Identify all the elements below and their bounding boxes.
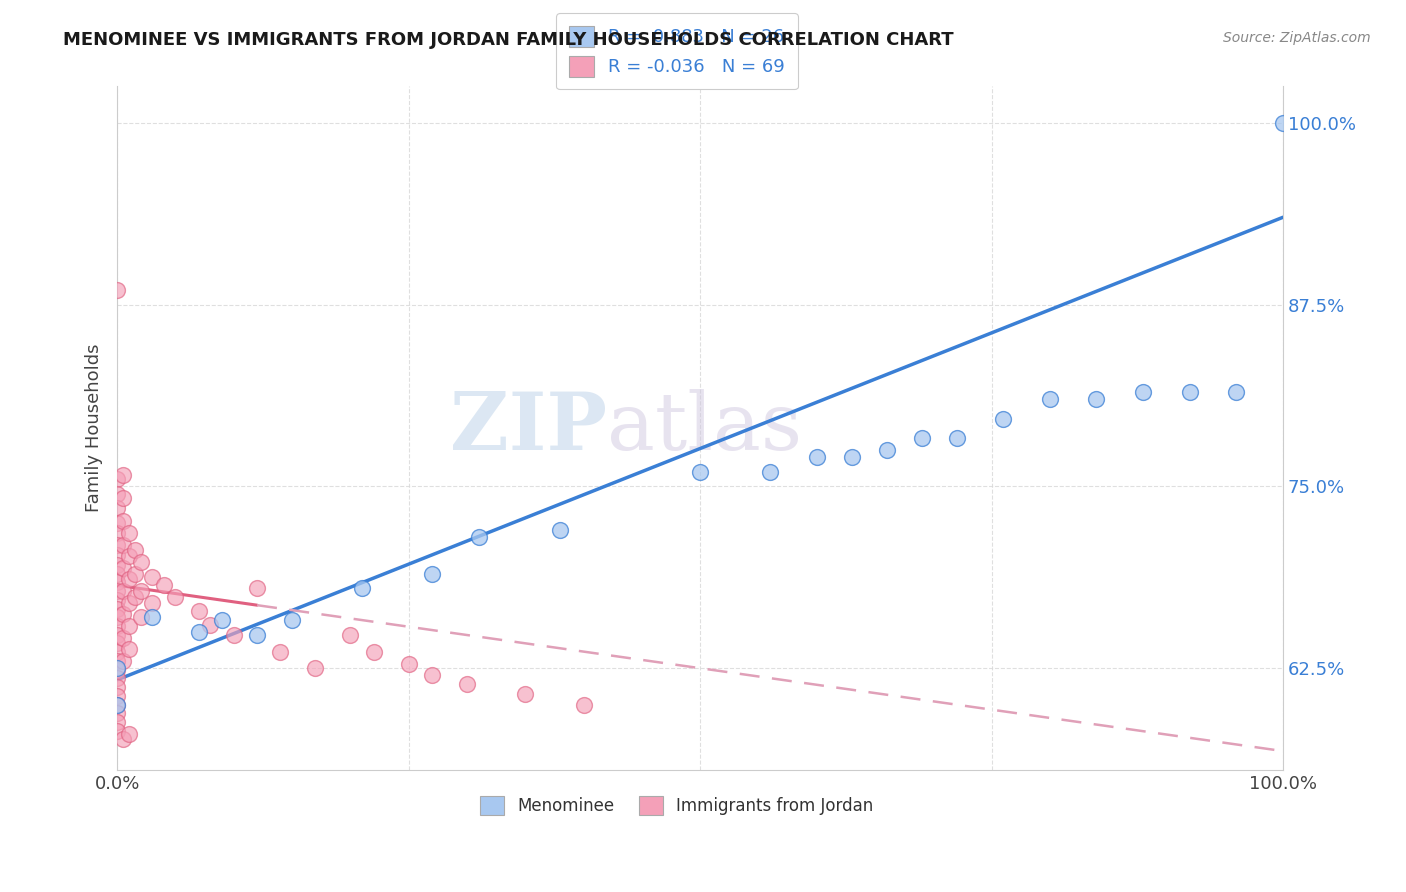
Point [105, 558, 128, 572]
Point [105, 706, 128, 721]
Point [118, 596, 141, 610]
Point [105, 548, 128, 562]
Point [200, 617, 222, 632]
Point [105, 654, 128, 668]
Point [281, 613, 304, 627]
Point [548, 523, 571, 537]
Point [420, 668, 443, 682]
Point [141, 596, 163, 610]
Point [105, 723, 128, 738]
Point [111, 631, 134, 645]
Point [105, 566, 128, 581]
Point [105, 661, 128, 675]
Point [1225, 384, 1247, 399]
Point [105, 636, 128, 650]
Point [211, 613, 233, 627]
Point [105, 671, 128, 685]
Point [105, 525, 128, 540]
Point [105, 610, 128, 624]
Point [105, 584, 128, 599]
Point [945, 431, 967, 445]
Point [105, 680, 128, 694]
Point [269, 645, 291, 659]
Point [841, 450, 863, 465]
Point [759, 465, 782, 479]
Point [124, 566, 146, 581]
Point [222, 628, 245, 642]
Point [246, 581, 269, 595]
Point [111, 561, 134, 575]
Point [105, 714, 128, 729]
Point [105, 689, 128, 703]
Point [398, 657, 420, 671]
Point [111, 514, 134, 528]
Point [141, 569, 163, 583]
Point [1272, 116, 1295, 130]
Point [105, 698, 128, 712]
Point [246, 628, 269, 642]
Point [111, 607, 134, 622]
Point [420, 566, 443, 581]
Point [876, 442, 898, 457]
Text: ZIP: ZIP [450, 389, 607, 467]
Point [105, 698, 128, 712]
Text: MENOMINEE VS IMMIGRANTS FROM JORDAN FAMILY HOUSEHOLDS CORRELATION CHART: MENOMINEE VS IMMIGRANTS FROM JORDAN FAMI… [63, 31, 953, 49]
Text: atlas: atlas [607, 389, 801, 467]
Point [993, 412, 1015, 426]
Point [350, 581, 373, 595]
Legend: Menominee, Immigrants from Jordan: Menominee, Immigrants from Jordan [472, 788, 882, 823]
Point [118, 619, 141, 633]
Point [105, 619, 128, 633]
Point [1039, 392, 1062, 406]
Point [105, 283, 128, 297]
Point [118, 573, 141, 587]
Point [910, 431, 932, 445]
Point [105, 645, 128, 659]
Point [339, 628, 361, 642]
Point [456, 677, 478, 691]
Point [105, 516, 128, 530]
Point [187, 604, 209, 618]
Y-axis label: Family Households: Family Households [86, 344, 103, 512]
Text: Source: ZipAtlas.com: Source: ZipAtlas.com [1223, 31, 1371, 45]
Point [467, 530, 489, 544]
Point [689, 465, 711, 479]
Point [1132, 384, 1154, 399]
Point [515, 687, 537, 701]
Point [111, 491, 134, 505]
Point [129, 584, 152, 599]
Point [118, 726, 141, 740]
Point [118, 525, 141, 540]
Point [118, 549, 141, 564]
Point [105, 601, 128, 615]
Point [129, 555, 152, 569]
Point [105, 537, 128, 551]
Point [111, 467, 134, 482]
Point [1085, 392, 1108, 406]
Point [304, 661, 326, 675]
Point [129, 610, 152, 624]
Point [153, 578, 176, 592]
Point [105, 472, 128, 486]
Point [124, 590, 146, 604]
Point [165, 590, 187, 604]
Point [105, 628, 128, 642]
Point [105, 501, 128, 516]
Point [111, 654, 134, 668]
Point [111, 584, 134, 599]
Point [363, 645, 385, 659]
Point [111, 537, 134, 551]
Point [187, 624, 209, 639]
Point [806, 450, 828, 465]
Point [118, 642, 141, 657]
Point [141, 610, 163, 624]
Point [1178, 384, 1201, 399]
Point [105, 486, 128, 500]
Point [105, 663, 128, 677]
Point [111, 732, 134, 747]
Point [124, 543, 146, 558]
Point [105, 575, 128, 590]
Point [105, 592, 128, 607]
Point [572, 698, 595, 712]
